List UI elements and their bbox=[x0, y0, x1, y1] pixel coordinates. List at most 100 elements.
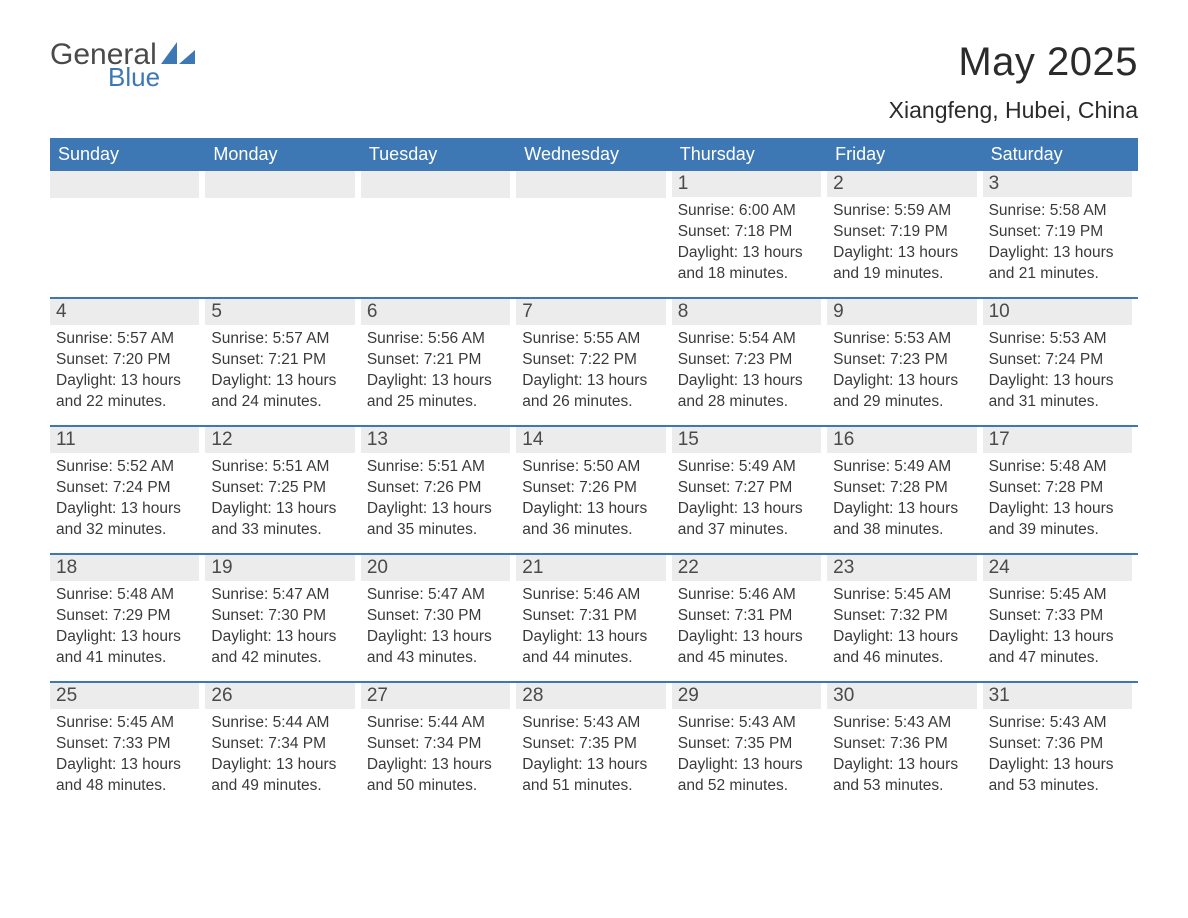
calendar-day-cell: 19Sunrise: 5:47 AMSunset: 7:30 PMDayligh… bbox=[205, 555, 360, 681]
day-sunrise-line: Sunrise: 6:00 AM bbox=[678, 201, 821, 222]
day-d1-line: Daylight: 13 hours bbox=[678, 371, 821, 392]
day-number: 7 bbox=[516, 299, 665, 325]
day-sunrise-line: Sunrise: 5:52 AM bbox=[56, 457, 199, 478]
calendar-week-row: 18 Sunrise: 5:48 AMSunset: 7:29 PMDayligh… bbox=[50, 553, 1138, 681]
day-sunset-line: Sunset: 7:23 PM bbox=[678, 350, 821, 371]
day-number: 11 bbox=[50, 427, 199, 453]
day-details: Sunrise: 5:49 AMSunset: 7:27 PMDaylight:… bbox=[672, 457, 821, 541]
day-sunset-line: Sunset: 7:33 PM bbox=[56, 734, 199, 755]
calendar-day-cell: 26 Sunrise: 5:44 AMSunset: 7:34 PMDayligh… bbox=[205, 683, 360, 809]
calendar-week-row: 11Sunrise: 5:52 AMSunset: 7:24 PMDayligh… bbox=[50, 425, 1138, 553]
day-sunrise-line: Sunrise: 5:43 AM bbox=[522, 713, 665, 734]
day-d1-line: Daylight: 13 hours bbox=[56, 627, 199, 648]
day-sunrise-line: Sunrise: 5:58 AM bbox=[989, 201, 1132, 222]
day-d1-line: Daylight: 13 hours bbox=[833, 243, 976, 264]
day-sunset-line: Sunset: 7:28 PM bbox=[833, 478, 976, 499]
day-d1-line: Daylight: 13 hours bbox=[522, 371, 665, 392]
day-number: 4 bbox=[50, 299, 199, 325]
day-sunrise-line: Sunrise: 5:57 AM bbox=[56, 329, 199, 350]
day-sunrise-line: Sunrise: 5:45 AM bbox=[56, 713, 199, 734]
day-details: Sunrise: 5:58 AMSunset: 7:19 PMDaylight:… bbox=[983, 201, 1132, 285]
day-sunset-line: Sunset: 7:21 PM bbox=[367, 350, 510, 371]
day-d2-line: and 19 minutes. bbox=[833, 264, 976, 285]
day-details: Sunrise: 5:51 AMSunset: 7:26 PMDaylight:… bbox=[361, 457, 510, 541]
day-details: Sunrise: 5:59 AMSunset: 7:19 PMDaylight:… bbox=[827, 201, 976, 285]
day-number: 26 bbox=[205, 683, 354, 709]
day-sunrise-line: Sunrise: 5:51 AM bbox=[367, 457, 510, 478]
day-sunrise-line: Sunrise: 5:43 AM bbox=[678, 713, 821, 734]
calendar-day-cell bbox=[516, 171, 671, 297]
day-details: Sunrise: 5:53 AMSunset: 7:23 PMDaylight:… bbox=[827, 329, 976, 413]
calendar-day-cell bbox=[50, 171, 205, 297]
day-d1-line: Daylight: 13 hours bbox=[211, 371, 354, 392]
day-number: 12 bbox=[205, 427, 354, 453]
calendar-day-cell: 28Sunrise: 5:43 AMSunset: 7:35 PMDayligh… bbox=[516, 683, 671, 809]
weekday-header: Sunday bbox=[50, 138, 205, 171]
day-sunrise-line: Sunrise: 5:43 AM bbox=[989, 713, 1132, 734]
calendar-day-cell: 20Sunrise: 5:47 AMSunset: 7:30 PMDayligh… bbox=[361, 555, 516, 681]
day-d1-line: Daylight: 13 hours bbox=[678, 499, 821, 520]
day-d2-line: and 36 minutes. bbox=[522, 520, 665, 541]
day-sunset-line: Sunset: 7:23 PM bbox=[833, 350, 976, 371]
day-d2-line: and 28 minutes. bbox=[678, 392, 821, 413]
day-d2-line: and 21 minutes. bbox=[989, 264, 1132, 285]
day-sunset-line: Sunset: 7:29 PM bbox=[56, 606, 199, 627]
day-sunset-line: Sunset: 7:33 PM bbox=[989, 606, 1132, 627]
day-d1-line: Daylight: 13 hours bbox=[211, 627, 354, 648]
day-sunset-line: Sunset: 7:18 PM bbox=[678, 222, 821, 243]
day-details: Sunrise: 5:44 AMSunset: 7:34 PMDaylight:… bbox=[205, 713, 354, 797]
day-sunrise-line: Sunrise: 5:44 AM bbox=[367, 713, 510, 734]
day-number: 22 bbox=[672, 555, 821, 581]
weekday-header: Friday bbox=[827, 138, 982, 171]
calendar-day-cell: 6Sunrise: 5:56 AMSunset: 7:21 PMDaylight… bbox=[361, 299, 516, 425]
day-number bbox=[205, 171, 354, 198]
day-details: Sunrise: 5:53 AMSunset: 7:24 PMDaylight:… bbox=[983, 329, 1132, 413]
calendar-day-cell: 16 Sunrise: 5:49 AMSunset: 7:28 PMDayligh… bbox=[827, 427, 982, 553]
calendar-day-cell: 24Sunrise: 5:45 AMSunset: 7:33 PMDayligh… bbox=[983, 555, 1138, 681]
weekday-header: Wednesday bbox=[516, 138, 671, 171]
calendar-day-cell: 11Sunrise: 5:52 AMSunset: 7:24 PMDayligh… bbox=[50, 427, 205, 553]
day-d1-line: Daylight: 13 hours bbox=[678, 627, 821, 648]
calendar: SundayMondayTuesdayWednesdayThursdayFrid… bbox=[50, 138, 1138, 809]
day-d2-line: and 32 minutes. bbox=[56, 520, 199, 541]
calendar-day-cell: 3Sunrise: 5:58 AMSunset: 7:19 PMDaylight… bbox=[983, 171, 1138, 297]
day-d2-line: and 52 minutes. bbox=[678, 776, 821, 797]
day-d2-line: and 45 minutes. bbox=[678, 648, 821, 669]
day-details: Sunrise: 5:57 AMSunset: 7:21 PMDaylight:… bbox=[205, 329, 354, 413]
day-number bbox=[516, 171, 665, 198]
day-sunset-line: Sunset: 7:30 PM bbox=[211, 606, 354, 627]
day-d2-line: and 25 minutes. bbox=[367, 392, 510, 413]
day-sunset-line: Sunset: 7:22 PM bbox=[522, 350, 665, 371]
day-details: Sunrise: 5:51 AMSunset: 7:25 PMDaylight:… bbox=[205, 457, 354, 541]
day-sunrise-line: Sunrise: 5:46 AM bbox=[522, 585, 665, 606]
day-details: Sunrise: 5:48 AMSunset: 7:29 PMDaylight:… bbox=[50, 585, 199, 669]
day-number: 16 bbox=[827, 427, 976, 453]
day-details: Sunrise: 5:47 AMSunset: 7:30 PMDaylight:… bbox=[205, 585, 354, 669]
calendar-week-row: 4 Sunrise: 5:57 AMSunset: 7:20 PMDaylight… bbox=[50, 297, 1138, 425]
day-sunset-line: Sunset: 7:21 PM bbox=[211, 350, 354, 371]
day-number: 18 bbox=[50, 555, 199, 581]
calendar-day-cell: 23Sunrise: 5:45 AMSunset: 7:32 PMDayligh… bbox=[827, 555, 982, 681]
day-number: 2 bbox=[827, 171, 976, 197]
day-details: Sunrise: 5:55 AMSunset: 7:22 PMDaylight:… bbox=[516, 329, 665, 413]
day-sunrise-line: Sunrise: 5:45 AM bbox=[989, 585, 1132, 606]
day-details: Sunrise: 5:56 AMSunset: 7:21 PMDaylight:… bbox=[361, 329, 510, 413]
day-details: Sunrise: 5:48 AMSunset: 7:28 PMDaylight:… bbox=[983, 457, 1132, 541]
day-details: Sunrise: 5:45 AMSunset: 7:32 PMDaylight:… bbox=[827, 585, 976, 669]
day-d2-line: and 49 minutes. bbox=[211, 776, 354, 797]
calendar-day-cell: 27Sunrise: 5:44 AMSunset: 7:34 PMDayligh… bbox=[361, 683, 516, 809]
day-number: 8 bbox=[672, 299, 821, 325]
day-number: 9 bbox=[827, 299, 976, 325]
day-d2-line: and 22 minutes. bbox=[56, 392, 199, 413]
day-sunset-line: Sunset: 7:36 PM bbox=[833, 734, 976, 755]
day-details: Sunrise: 5:57 AMSunset: 7:20 PMDaylight:… bbox=[50, 329, 199, 413]
day-sunset-line: Sunset: 7:30 PM bbox=[367, 606, 510, 627]
day-details: Sunrise: 5:49 AMSunset: 7:28 PMDaylight:… bbox=[827, 457, 976, 541]
header: General Blue May 2025 Xiangfeng, Hubei, … bbox=[50, 40, 1138, 124]
day-sunrise-line: Sunrise: 5:46 AM bbox=[678, 585, 821, 606]
day-number bbox=[361, 171, 510, 198]
day-sunrise-line: Sunrise: 5:45 AM bbox=[833, 585, 976, 606]
day-d1-line: Daylight: 13 hours bbox=[678, 755, 821, 776]
calendar-day-cell: 5Sunrise: 5:57 AMSunset: 7:21 PMDaylight… bbox=[205, 299, 360, 425]
day-d2-line: and 50 minutes. bbox=[367, 776, 510, 797]
